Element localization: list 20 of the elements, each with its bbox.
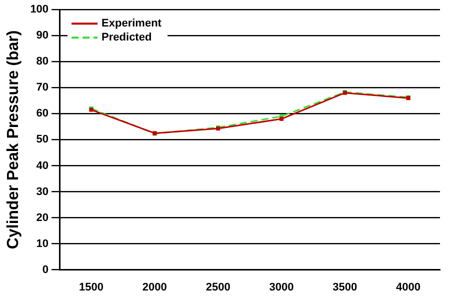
- legend-label: Experiment: [102, 18, 162, 30]
- y-tick-label: 10: [36, 238, 49, 250]
- x-tick-label: 3500: [332, 281, 358, 294]
- x-tick-label: 2000: [142, 281, 167, 294]
- y-tick-label: 70: [36, 82, 49, 94]
- x-tick-label: 3000: [269, 281, 294, 294]
- y-tick-label: 20: [36, 212, 49, 224]
- y-tick-label: 30: [36, 186, 49, 198]
- legend-label: Predicted: [102, 32, 152, 44]
- y-tick-label: 60: [36, 108, 49, 120]
- y-axis-title: Cylinder Peak Pressure (bar): [5, 30, 22, 250]
- x-tick-label: 1500: [79, 281, 104, 294]
- y-tick-label: 50: [36, 134, 49, 146]
- y-tick-label: 0: [42, 264, 49, 276]
- x-tick-label: 4000: [396, 281, 421, 294]
- y-tick-label: 100: [30, 4, 49, 16]
- x-tick-label: 2500: [206, 281, 230, 294]
- y-tick-label: 90: [36, 30, 49, 42]
- y-tick-label: 40: [36, 160, 49, 172]
- y-tick-label: 80: [36, 56, 49, 68]
